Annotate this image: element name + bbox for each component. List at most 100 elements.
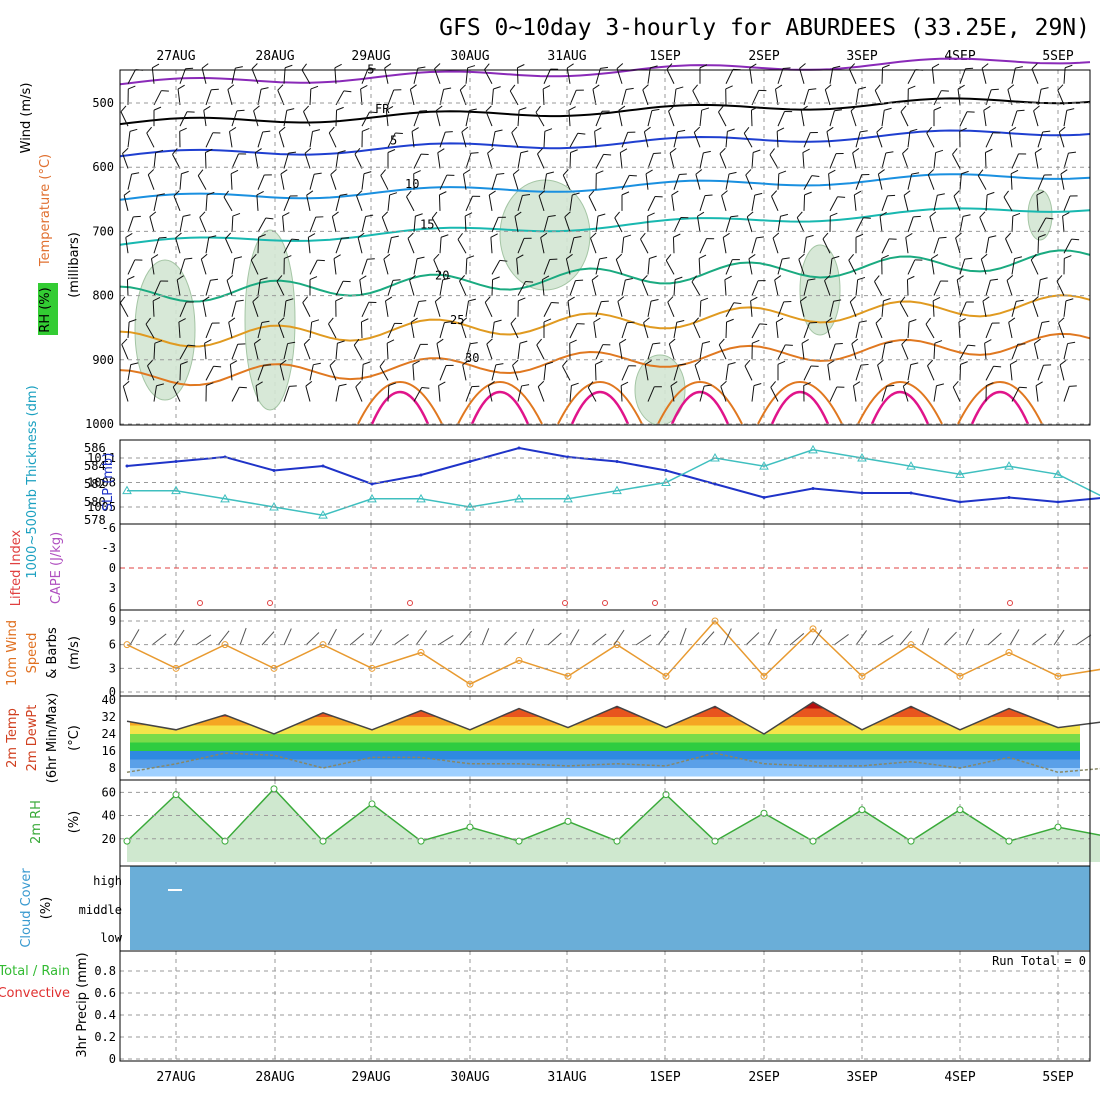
- wind-barb-flag: [886, 384, 895, 387]
- wind-barb-staff: [670, 385, 675, 402]
- wind-barb-flag: [486, 338, 493, 345]
- wind-barb: [433, 253, 441, 275]
- wind-barb: [487, 381, 495, 402]
- wind-barb-staff: [407, 238, 415, 254]
- wind-barb-staff: [1030, 259, 1039, 275]
- wind-barb-staff: [146, 132, 155, 148]
- wind-barb-flag: [407, 232, 414, 239]
- wind-barb: [564, 211, 571, 233]
- wind-barb-flag: [211, 322, 220, 324]
- temp2m-label-3: (6hr Min/Max): [45, 693, 60, 783]
- wind-barb: [977, 169, 987, 190]
- wind-barb-staff: [385, 110, 389, 127]
- wind-barb-flag: [1006, 274, 1014, 281]
- wind-barb: [751, 280, 766, 296]
- wind-barb-staff: [231, 153, 239, 169]
- wind-barb-staff: [594, 364, 597, 381]
- wind-barb-staff: [459, 280, 467, 296]
- wind-barb: [488, 190, 496, 211]
- surface-wind-barb: [283, 628, 292, 646]
- wind-barb-flag: [981, 63, 989, 69]
- wind-barb: [901, 338, 909, 360]
- wind-barb-staff: [933, 280, 941, 296]
- wind-barb-flag: [798, 253, 805, 260]
- wind-barb-flag: [576, 323, 585, 325]
- thickness-point: [272, 469, 276, 472]
- surface-wind-barb: [657, 630, 670, 646]
- wind-barb-staff: [699, 110, 703, 127]
- wind-barb-flag: [899, 296, 906, 304]
- surface-wind-barb-staff: [129, 629, 140, 646]
- wind-barb-staff: [437, 152, 441, 169]
- wind-barb-staff: [279, 364, 285, 381]
- wind-barb-flag: [572, 192, 580, 196]
- wind-barb-staff: [569, 90, 577, 106]
- wind-barb-staff: [725, 173, 730, 190]
- wind-barb: [902, 147, 909, 169]
- wind-barb-flag: [333, 254, 341, 259]
- wind-barb-flag: [807, 278, 816, 281]
- wind-barb-staff: [413, 153, 422, 169]
- wind-barb: [1063, 341, 1076, 360]
- wind-barb: [179, 361, 188, 381]
- surface-wind-barb-staff: [195, 634, 212, 646]
- wind-barb-staff: [881, 300, 884, 317]
- wind-barb-staff: [197, 175, 207, 190]
- wind-barb-flag: [770, 381, 776, 388]
- wind-barb-staff: [1011, 67, 1016, 84]
- wind-barb: [692, 84, 701, 106]
- wind-barb-flag: [1008, 317, 1016, 323]
- wind-barb-flag: [147, 359, 154, 367]
- wind-barb-flag: [548, 215, 556, 218]
- wind-barb: [643, 317, 650, 339]
- wind-barb-staff: [205, 322, 213, 339]
- wind-barb-flag: [338, 150, 346, 154]
- wind-barb-flag: [724, 275, 732, 281]
- wind-barb: [361, 214, 374, 233]
- wind-barb-staff: [127, 321, 130, 339]
- wind-barb-flag: [145, 317, 151, 325]
- wind-barb: [303, 105, 311, 127]
- wind-barb: [829, 212, 838, 233]
- wind-barb-flag: [570, 149, 578, 153]
- rh-point: [907, 837, 915, 845]
- wind-barb: [829, 152, 844, 169]
- wind-barb: [543, 68, 559, 84]
- wind-barb: [223, 190, 233, 212]
- wind-barb-staff: [771, 196, 779, 212]
- wind-barb: [699, 297, 709, 317]
- wind-barb: [745, 169, 753, 190]
- wind-barb: [590, 232, 597, 254]
- wind-barb-staff: [484, 302, 493, 317]
- wind-barb: [855, 86, 867, 106]
- wind-barb: [179, 257, 193, 275]
- date-label-bottom: 2SEP: [748, 1070, 779, 1085]
- wind-barb-staff: [335, 195, 341, 211]
- wind-barb-staff: [829, 343, 836, 360]
- wind-barb-flag: [133, 215, 141, 218]
- surface-wind-barb-staff: [525, 628, 535, 646]
- wind-barb-staff: [874, 281, 883, 296]
- wind-barb-flag: [914, 259, 923, 261]
- isotherm-label: 25: [450, 313, 464, 327]
- slp-tick: 1011: [87, 451, 116, 465]
- wind-barb-flag: [368, 301, 377, 304]
- wind-barb-staff: [569, 280, 576, 296]
- wind-barb: [535, 105, 545, 127]
- wind-barb: [231, 66, 243, 84]
- wind-barb-flag: [566, 63, 574, 69]
- wind-barb-staff: [438, 194, 441, 211]
- wind-barb: [641, 275, 649, 296]
- wind-speed-tick: 0: [109, 685, 116, 699]
- wind-barb: [127, 128, 138, 148]
- wind-barb-flag: [254, 148, 262, 154]
- wind-barb: [381, 211, 389, 233]
- wind-barb-staff: [353, 344, 363, 360]
- wind-barb-flag: [693, 317, 700, 324]
- wind-barb: [335, 193, 348, 211]
- wind-barb-staff: [984, 343, 987, 360]
- wind-barb-staff: [361, 68, 369, 84]
- surface-wind-barb: [877, 635, 894, 646]
- wind-barb-staff: [667, 301, 675, 317]
- surface-wind-barb-staff: [613, 629, 625, 646]
